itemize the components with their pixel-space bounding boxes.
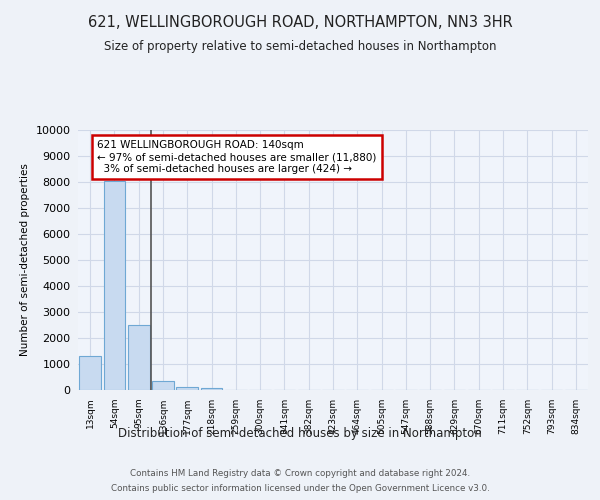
Bar xyxy=(200,388,223,390)
Bar xyxy=(104,180,125,390)
Text: Distribution of semi-detached houses by size in Northampton: Distribution of semi-detached houses by … xyxy=(118,428,482,440)
Text: Contains HM Land Registry data © Crown copyright and database right 2024.: Contains HM Land Registry data © Crown c… xyxy=(130,469,470,478)
Bar xyxy=(176,387,198,390)
Bar xyxy=(128,325,149,390)
Bar xyxy=(152,381,174,390)
Bar xyxy=(79,356,101,390)
Text: 621 WELLINGBOROUGH ROAD: 140sqm
← 97% of semi-detached houses are smaller (11,88: 621 WELLINGBOROUGH ROAD: 140sqm ← 97% of… xyxy=(97,140,377,173)
Text: Contains public sector information licensed under the Open Government Licence v3: Contains public sector information licen… xyxy=(110,484,490,493)
Text: Size of property relative to semi-detached houses in Northampton: Size of property relative to semi-detach… xyxy=(104,40,496,53)
Y-axis label: Number of semi-detached properties: Number of semi-detached properties xyxy=(20,164,30,356)
Text: 621, WELLINGBOROUGH ROAD, NORTHAMPTON, NN3 3HR: 621, WELLINGBOROUGH ROAD, NORTHAMPTON, N… xyxy=(88,15,512,30)
